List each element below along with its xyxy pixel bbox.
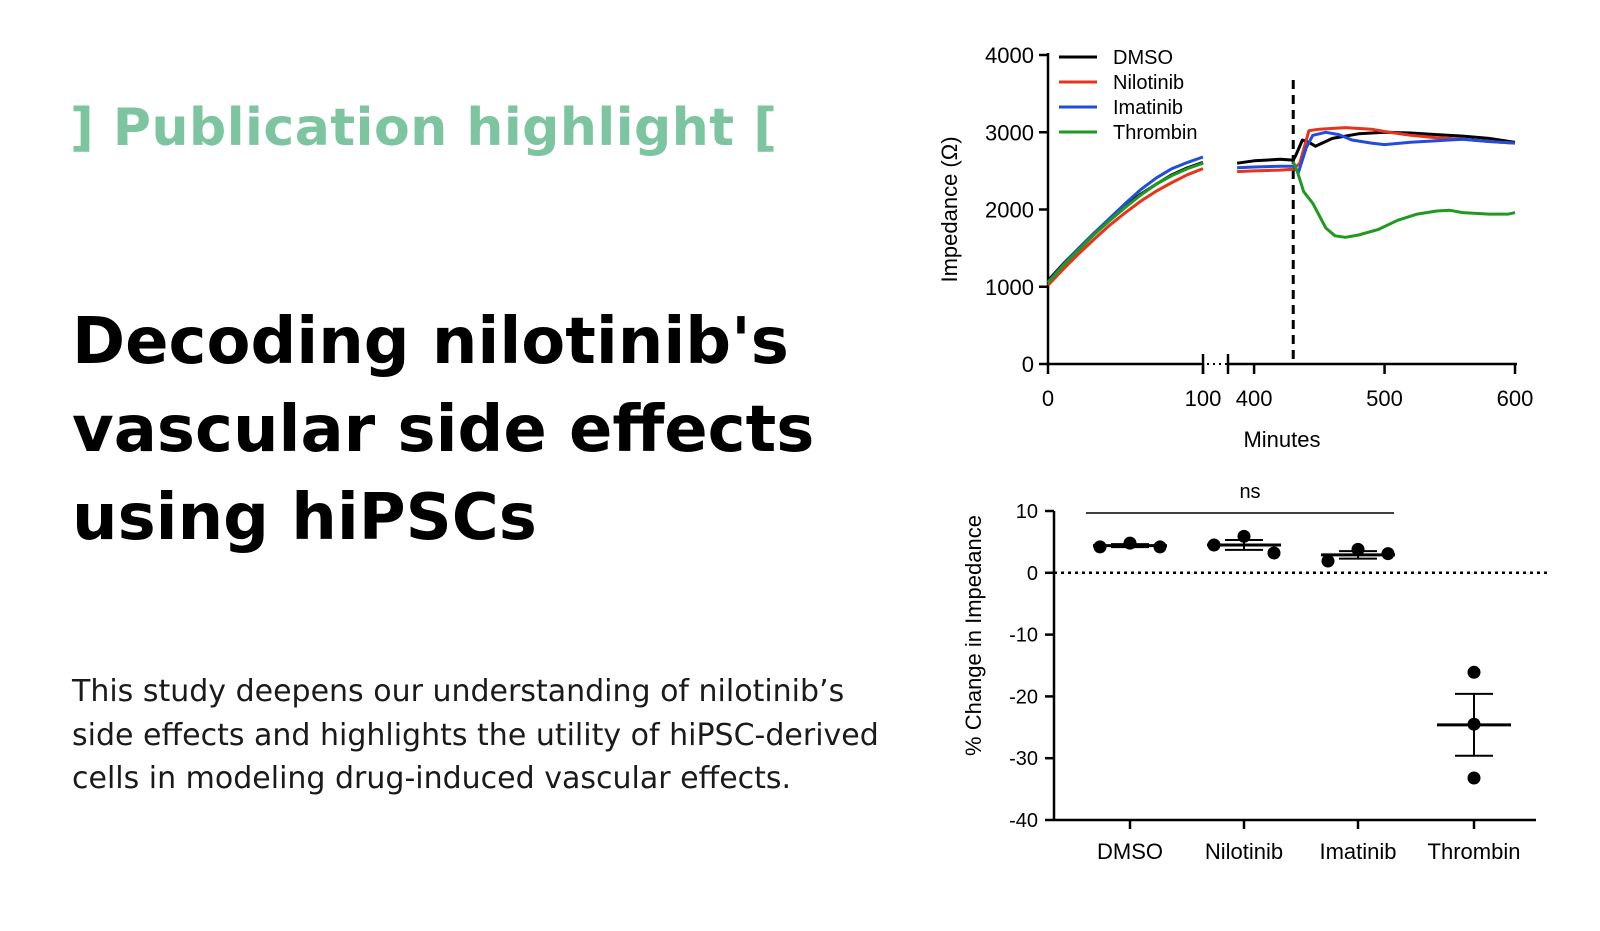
data-point	[1123, 536, 1137, 550]
data-point	[1267, 546, 1281, 560]
series-line-nilotinib	[1046, 167, 1204, 287]
x-tick-label: Nilotinib	[1205, 839, 1283, 864]
y-axis-label: % Change in Impedance	[961, 515, 986, 756]
headline-line: Decoding nilotinib's	[72, 305, 789, 379]
significance-label: ns	[1239, 481, 1260, 503]
y-tick-label: -40	[1009, 810, 1038, 832]
headline-line: using hiPSCs	[72, 481, 537, 555]
series-line-dmso	[1236, 130, 1516, 165]
y-axis-label: Impedance (Ω)	[937, 136, 962, 282]
data-point	[1153, 540, 1167, 554]
legend-label: DMSO	[1113, 47, 1173, 69]
description-line: This study deepens our understanding of …	[72, 674, 845, 709]
x-tick-label: Imatinib	[1319, 839, 1396, 864]
series-line-thrombin	[1291, 161, 1516, 239]
y-tick-label: -30	[1009, 748, 1038, 770]
x-tick-label: 100	[1185, 386, 1222, 411]
series-line-thrombin	[1046, 161, 1204, 284]
y-tick-label: 1000	[985, 275, 1034, 300]
data-point	[1093, 540, 1107, 554]
x-tick-label: 400	[1236, 386, 1273, 411]
y-tick-label: 10	[1016, 501, 1038, 523]
data-point	[1237, 529, 1251, 543]
impedance-line-chart: 0 1000 2000 3000 4000 0 100 400 500 600 Minutes Imp…	[937, 43, 1534, 452]
publication-tag: ] Publication highlight [	[70, 98, 778, 158]
x-axis-label: Minutes	[1243, 427, 1320, 452]
data-point	[1467, 665, 1481, 679]
legend-label: Thrombin	[1113, 122, 1197, 144]
data-point	[1207, 538, 1221, 552]
y-tick-label: 3000	[985, 120, 1034, 145]
data-point	[1467, 771, 1481, 785]
x-tick-label: DMSO	[1097, 839, 1163, 864]
x-tick-label: 600	[1497, 386, 1534, 411]
description-line: side effects and highlights the utility …	[72, 717, 879, 753]
legend-label: Imatinib	[1113, 97, 1183, 119]
headline-line: vascular side effects	[72, 393, 815, 467]
headline: Decoding nilotinib's vascular side effec…	[72, 298, 872, 562]
x-tick-label: 500	[1366, 386, 1403, 411]
x-tick-label: 0	[1042, 386, 1054, 411]
y-tick-label: -10	[1009, 625, 1038, 647]
y-tick-label: 4000	[985, 43, 1034, 68]
y-tick-label: 0	[1022, 352, 1034, 377]
data-point	[1321, 554, 1335, 568]
description: This study deepens our understanding of …	[72, 670, 932, 801]
y-tick-label: -20	[1009, 686, 1038, 708]
series-line-imatinib	[1237, 130, 1516, 174]
y-tick-label: 0	[1027, 563, 1038, 585]
y-tick-label: 2000	[985, 198, 1034, 223]
data-point	[1381, 547, 1395, 561]
percent-change-scatter-chart: 10 0 -10 -20 -30 -40 DMSO Nilotinib Imatinib Thro…	[961, 481, 1550, 864]
data-point	[1351, 542, 1365, 556]
legend-label: Nilotinib	[1113, 72, 1184, 94]
description-line: cells in modeling drug-induced vascular …	[72, 761, 792, 796]
x-tick-label: Thrombin	[1428, 839, 1521, 864]
data-point	[1467, 717, 1481, 731]
